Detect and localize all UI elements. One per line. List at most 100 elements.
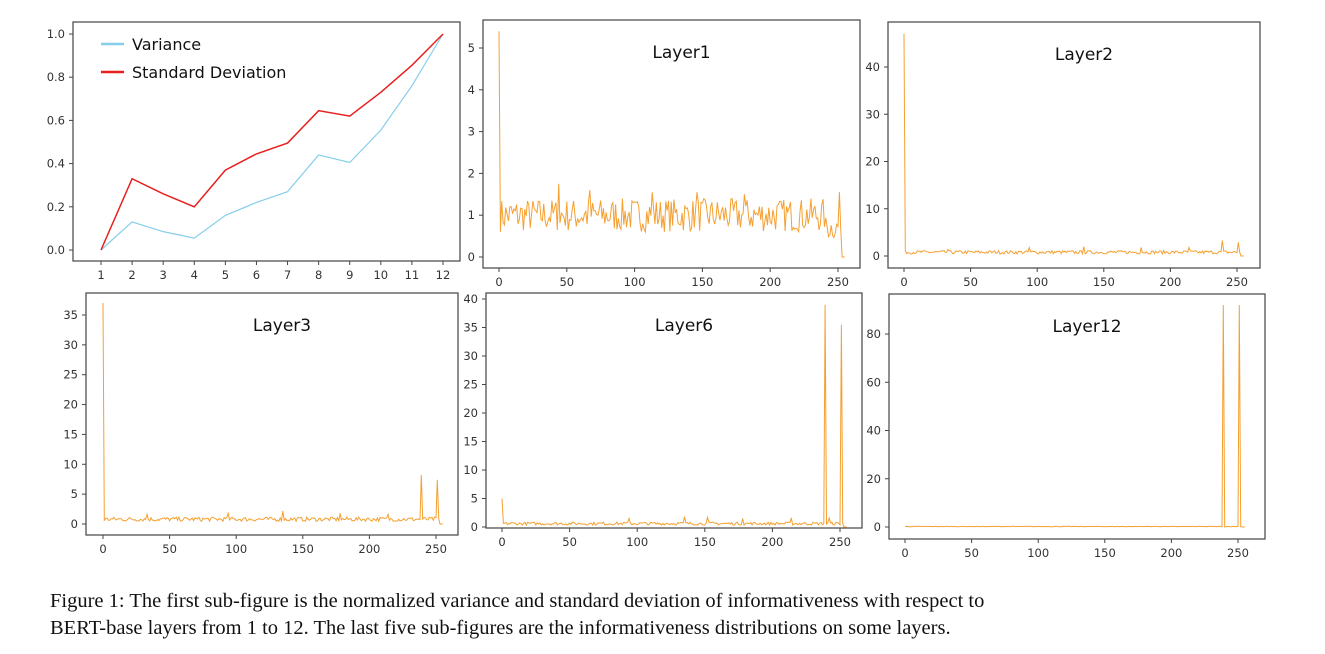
y-tick-label: 5 bbox=[471, 492, 478, 506]
axes-frame bbox=[485, 292, 863, 529]
subplot-1: 1 2 3 4 5 6 7 8 9 10 11 120.00.20.40.60.81.0Varianc… bbox=[47, 21, 461, 282]
axes-frame bbox=[72, 21, 461, 262]
x-tick-label: 11 bbox=[405, 268, 420, 282]
x-tick-label: 200 bbox=[358, 542, 380, 556]
y-tick-label: 5 bbox=[71, 487, 78, 501]
axes-frame bbox=[887, 21, 1261, 269]
y-tick-label: 20 bbox=[866, 472, 881, 486]
caption-line-2: BERT-base layers from 1 to 12. The last … bbox=[50, 617, 951, 639]
y-tick-label: 0 bbox=[468, 250, 475, 264]
x-tick-label: 250 bbox=[1226, 275, 1248, 289]
y-tick-label: 80 bbox=[866, 327, 881, 341]
subplot-title: Layer12 bbox=[1052, 317, 1121, 337]
series-line-standard-deviation bbox=[100, 33, 444, 251]
y-tick-label: 40 bbox=[865, 60, 880, 74]
y-tick-label: 5 bbox=[468, 41, 475, 55]
subplot-title: Layer2 bbox=[1055, 45, 1113, 65]
y-tick-label: 0.0 bbox=[47, 243, 65, 257]
informativeness-line bbox=[498, 31, 845, 258]
informativeness-line bbox=[904, 305, 1245, 528]
y-tick-label: 0.2 bbox=[47, 200, 65, 214]
x-tick-label: 12 bbox=[436, 268, 451, 282]
x-tick-label: 6 bbox=[253, 268, 260, 282]
x-tick-label: 100 bbox=[1026, 275, 1048, 289]
x-tick-label: 9 bbox=[346, 268, 353, 282]
series-line-variance bbox=[100, 33, 444, 251]
y-tick-label: 1 bbox=[468, 208, 475, 222]
y-tick-label: 25 bbox=[63, 368, 78, 382]
y-tick-label: 35 bbox=[463, 321, 478, 335]
subplot-title: Layer6 bbox=[655, 316, 713, 336]
y-tick-label: 1.0 bbox=[47, 27, 65, 41]
x-tick-label: 150 bbox=[1093, 275, 1115, 289]
x-tick-label: 200 bbox=[761, 535, 783, 549]
x-tick-label: 100 bbox=[624, 275, 646, 289]
x-tick-label: 250 bbox=[829, 535, 851, 549]
y-tick-label: 30 bbox=[865, 107, 880, 121]
y-tick-label: 10 bbox=[63, 457, 78, 471]
y-tick-label: 0.8 bbox=[47, 70, 65, 84]
informativeness-line bbox=[501, 304, 847, 528]
y-tick-label: 60 bbox=[866, 375, 881, 389]
y-tick-label: 4 bbox=[468, 83, 475, 97]
legend-label: Standard Deviation bbox=[132, 63, 286, 82]
axes-frame bbox=[482, 19, 861, 269]
x-tick-label: 200 bbox=[1160, 546, 1182, 560]
axes-frame bbox=[85, 292, 459, 536]
y-tick-label: 20 bbox=[63, 398, 78, 412]
x-tick-label: 0 bbox=[495, 275, 502, 289]
subplot-title: Layer3 bbox=[253, 316, 311, 336]
y-tick-label: 0.6 bbox=[47, 113, 65, 127]
subplot-title: Layer1 bbox=[652, 43, 710, 63]
x-tick-label: 150 bbox=[292, 542, 314, 556]
x-tick-label: 50 bbox=[559, 275, 574, 289]
y-tick-label: 15 bbox=[463, 435, 478, 449]
y-tick-label: 3 bbox=[468, 125, 475, 139]
y-tick-label: 0 bbox=[471, 520, 478, 534]
x-tick-label: 8 bbox=[315, 268, 322, 282]
x-tick-label: 1 bbox=[97, 268, 104, 282]
x-tick-label: 150 bbox=[1094, 546, 1116, 560]
legend-label: Variance bbox=[132, 35, 201, 54]
y-tick-label: 30 bbox=[63, 338, 78, 352]
x-tick-label: 50 bbox=[162, 542, 177, 556]
y-tick-label: 40 bbox=[463, 292, 478, 306]
x-tick-label: 100 bbox=[1027, 546, 1049, 560]
subplot-3: 0 50 100 150 200 250 0 10 20 30 40 Layer2 bbox=[865, 21, 1261, 289]
y-tick-label: 0 bbox=[874, 520, 881, 534]
figure-caption: Figure 1: The first sub-figure is the no… bbox=[50, 588, 1310, 642]
x-tick-label: 50 bbox=[562, 535, 577, 549]
x-tick-label: 0 bbox=[99, 542, 106, 556]
y-tick-label: 10 bbox=[865, 202, 880, 216]
x-tick-label: 250 bbox=[425, 542, 447, 556]
x-tick-label: 50 bbox=[963, 275, 978, 289]
x-tick-label: 250 bbox=[1227, 546, 1249, 560]
x-tick-label: 5 bbox=[222, 268, 229, 282]
figure-panels: 1 2 3 4 5 6 7 8 9 10 11 120.00.20.40.60.81.0Varianc… bbox=[47, 19, 1266, 560]
y-tick-label: 10 bbox=[463, 463, 478, 477]
x-tick-label: 200 bbox=[1159, 275, 1181, 289]
x-tick-label: 0 bbox=[498, 535, 505, 549]
subplot-6: 0 50 100 150 200 250 0 20 40 60 80 Layer12 bbox=[866, 293, 1266, 560]
x-tick-label: 0 bbox=[901, 546, 908, 560]
x-tick-label: 50 bbox=[964, 546, 979, 560]
y-tick-label: 20 bbox=[865, 155, 880, 169]
subplot-4: 0 50 100 150 200 250 0 5 10 15 20 25 30 35 Layer3 bbox=[63, 292, 459, 556]
x-tick-label: 150 bbox=[691, 275, 713, 289]
y-tick-label: 35 bbox=[63, 308, 78, 322]
x-tick-label: 10 bbox=[373, 268, 388, 282]
y-tick-label: 20 bbox=[463, 406, 478, 420]
y-tick-label: 2 bbox=[468, 166, 475, 180]
subplot-5: 0 50 100 150 200 250 0 5 10 15 20 25 30 35 40 Layer6 bbox=[463, 292, 863, 549]
x-tick-label: 3 bbox=[160, 268, 167, 282]
y-tick-label: 0.4 bbox=[47, 157, 65, 171]
y-tick-label: 15 bbox=[63, 427, 78, 441]
x-tick-label: 100 bbox=[225, 542, 247, 556]
y-tick-label: 0 bbox=[71, 517, 78, 531]
x-tick-label: 4 bbox=[191, 268, 198, 282]
x-tick-label: 7 bbox=[284, 268, 291, 282]
x-tick-label: 200 bbox=[759, 275, 781, 289]
y-tick-label: 25 bbox=[463, 378, 478, 392]
subplot-2: 0 50 100 150 200 250 0 1 2 3 4 5 Layer1 bbox=[468, 19, 861, 289]
